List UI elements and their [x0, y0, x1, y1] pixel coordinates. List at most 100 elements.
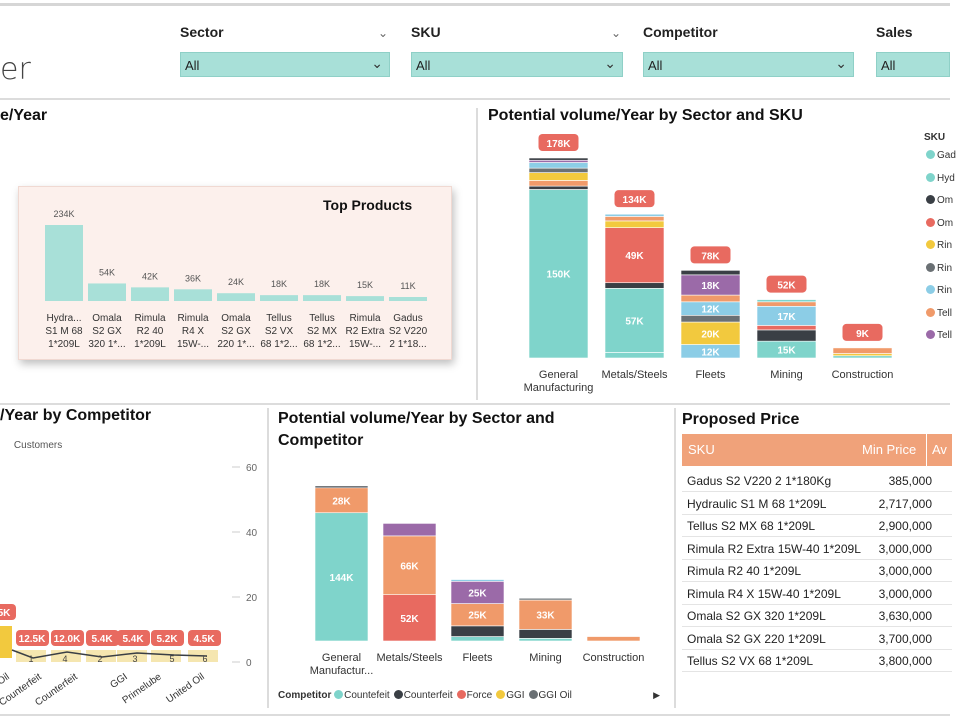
chevron-down-icon[interactable]: ⌄ — [610, 26, 621, 40]
bar-segment — [518, 629, 573, 639]
tick-label: Rimula — [134, 313, 166, 324]
table-row[interactable]: Omala S2 GX 320 1*209L 3,630,000 — [682, 603, 952, 627]
y-tick-label: 20 — [246, 593, 258, 604]
cell-min-price: 3,000,000 — [878, 586, 932, 601]
top-products-tooltip: Top Products 234K Hydra... S1 M 68 1*209L 54… — [18, 186, 452, 360]
total-badge — [766, 275, 807, 293]
total-label: 52K — [777, 281, 796, 292]
legend-item[interactable]: Force — [456, 690, 492, 701]
segment-label: 20K — [701, 329, 720, 340]
total-label: 134K — [623, 195, 648, 206]
table-row[interactable]: Tellus S2 VX 68 1*209L 3,800,000 — [682, 648, 952, 672]
slicer-dropdown[interactable]: All — [876, 52, 950, 77]
cell-sku: Omala S2 GX 320 1*209L — [687, 609, 826, 623]
cell-min-price: 3,700,000 — [878, 631, 932, 646]
legend-item[interactable]: Tell — [926, 330, 952, 341]
table-row[interactable]: Hydraulic S1 M 68 1*209L 2,717,000 — [682, 491, 952, 515]
legend-item[interactable]: Rin — [926, 240, 952, 251]
chevron-down-icon[interactable]: ⌄ — [377, 26, 388, 40]
legend-item[interactable]: Rin — [926, 262, 952, 274]
legend-item[interactable]: GGI — [496, 690, 525, 701]
legend-dot — [334, 690, 344, 699]
tick-label: S2 MX — [307, 326, 337, 337]
legend-item[interactable]: Hyd — [926, 172, 955, 184]
legend-item[interactable]: Counterfeit — [393, 690, 453, 701]
slicer-dropdown[interactable]: All ⌄ — [643, 52, 854, 77]
chevron-down-icon[interactable]: ⌄ — [371, 55, 383, 71]
legend-item[interactable]: GGI Oil — [528, 690, 572, 701]
category-label: Manufactur... — [310, 665, 374, 677]
tooltip-title: Top Products — [323, 197, 413, 213]
top-products-chart: 234K Hydra... S1 M 68 1*209L 54K Omala S2 GX 32… — [45, 209, 428, 350]
bar-segment — [604, 220, 665, 228]
legend-dot — [926, 217, 935, 227]
slicer-sector[interactable]: Sector ⌄ All ⌄ — [180, 24, 390, 77]
legend-item[interactable]: Countefeit — [334, 690, 390, 701]
divider — [0, 403, 950, 405]
data-label: 15K — [357, 280, 373, 290]
table-row[interactable]: Rimula R2 40 1*209L 3,000,000 — [682, 558, 952, 582]
y-tick-label: 60 — [246, 463, 258, 474]
tick-label: 68 1*2... — [303, 339, 340, 350]
bar — [16, 650, 46, 662]
cell-sku: Omala S2 GX 220 1*209L — [687, 631, 826, 646]
badge — [51, 630, 84, 646]
total-badge — [842, 323, 883, 341]
slicer-competitor[interactable]: Competitor All ⌄ — [643, 24, 854, 77]
legend-label: Countefeit — [344, 690, 390, 701]
legend-item[interactable]: Rin — [926, 285, 952, 296]
chevron-down-icon[interactable]: ⌄ — [604, 55, 616, 71]
bar-segment — [756, 301, 817, 307]
bar-segment — [450, 636, 505, 642]
tick-label: Rimula — [177, 313, 209, 324]
table-row[interactable]: Tellus S2 MX 68 1*209L 2,900,000 — [682, 513, 952, 537]
divider — [0, 98, 950, 100]
cell-min-price: 2,717,000 — [878, 496, 932, 511]
legend-item[interactable]: Om — [926, 195, 953, 206]
cell-min-price: 3,630,000 — [878, 609, 932, 623]
chevron-down-icon[interactable]: ⌄ — [835, 55, 847, 71]
legend-dot — [926, 330, 935, 339]
total-label: 178K — [547, 139, 572, 150]
tick-label: Rimula — [349, 313, 381, 324]
slicer-sku[interactable]: SKU ⌄ All ⌄ — [411, 24, 623, 77]
bar-segment — [382, 594, 437, 642]
bar-segment — [604, 288, 665, 353]
bar-segment — [314, 512, 369, 642]
legend-dot — [926, 195, 935, 204]
column-header-sku[interactable]: SKU — [688, 442, 715, 457]
table-row[interactable]: Rimula R4 X 15W-40 1*209L 3,000,000 — [682, 581, 952, 605]
table-row[interactable]: Omala S2 GX 220 1*209L 3,700,000 — [682, 626, 952, 650]
column-header-avg[interactable]: Av — [932, 442, 947, 457]
legend-item[interactable]: Gad — [926, 150, 956, 161]
legend-item[interactable]: Om — [926, 217, 953, 229]
y-tick-label: 0 — [246, 658, 252, 669]
tick-label: Tellus — [309, 313, 335, 324]
data-label: 18K — [271, 279, 287, 289]
category-label: Metals/Steels — [376, 652, 443, 664]
table-row[interactable]: Gadus S2 V220 2 1*180Kg 385,000 — [682, 468, 952, 492]
bar-segment — [586, 636, 641, 642]
column-header-min-price[interactable]: Min Price — [862, 442, 917, 457]
bar-segment — [382, 535, 437, 595]
slicer-sales[interactable]: Sales All — [876, 24, 950, 77]
segment-label: 57K — [625, 316, 644, 327]
segment-label: 150K — [547, 270, 572, 281]
panel-title: Competitor — [278, 432, 364, 449]
slicer-dropdown[interactable]: All ⌄ — [411, 52, 623, 77]
legend-next-icon[interactable]: ▶ — [653, 690, 660, 700]
badge — [0, 604, 16, 620]
category-label: Mining — [770, 369, 802, 381]
legend-label: Customers — [0, 440, 62, 451]
slicer-value: All — [648, 58, 663, 73]
slicer-dropdown[interactable]: All ⌄ — [180, 52, 390, 77]
table-row[interactable]: Rimula R2 Extra 15W-40 1*209L 3,000,000 — [682, 536, 952, 560]
x-tick-label: GGI — [108, 671, 129, 691]
point-label: 6 — [202, 654, 207, 664]
bar-segment — [528, 157, 589, 161]
tick-label: S2 GX — [221, 326, 251, 337]
legend-dot — [926, 240, 935, 249]
badge — [151, 630, 184, 646]
legend-item[interactable]: Tell — [926, 307, 952, 319]
